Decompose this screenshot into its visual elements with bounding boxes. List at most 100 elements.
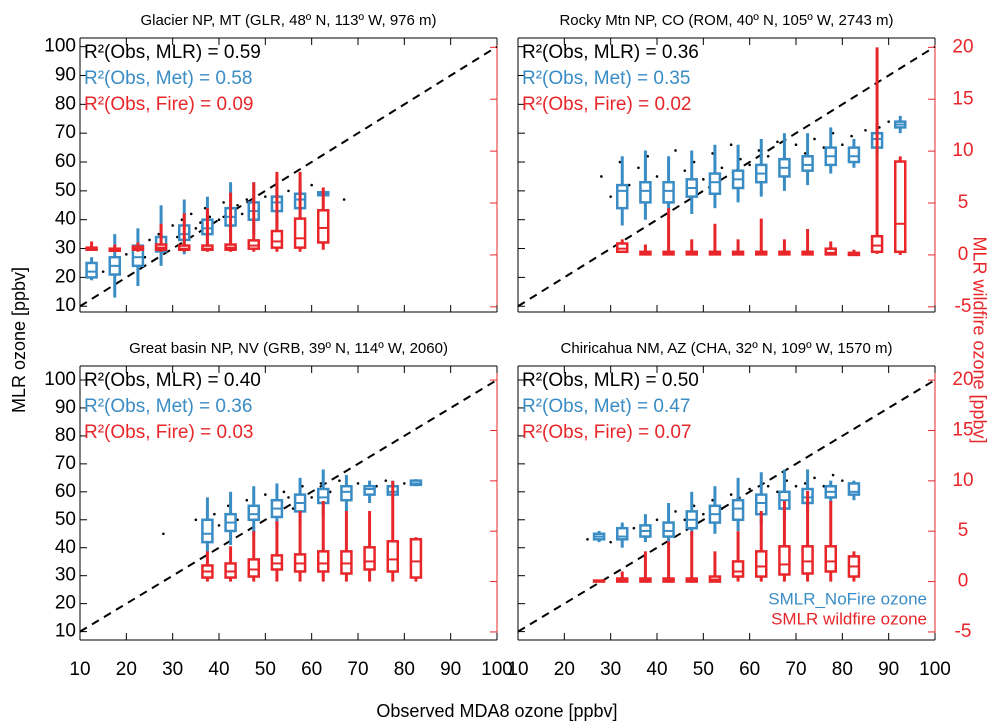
panel-title: Glacier NP, MT (GLR, 48º N, 113º W, 976 … bbox=[140, 12, 436, 29]
y-tick-label: 80 bbox=[55, 93, 76, 114]
y2-tick-label: 10 bbox=[952, 470, 973, 491]
scatter-point bbox=[674, 510, 677, 513]
scatter-point bbox=[282, 490, 286, 494]
scatter-point bbox=[236, 518, 239, 522]
box-body bbox=[824, 247, 837, 256]
scatter-point bbox=[199, 221, 202, 224]
scatter-point bbox=[328, 490, 332, 494]
scatter-point bbox=[287, 189, 290, 193]
box-body bbox=[386, 540, 399, 573]
scatter-point bbox=[803, 152, 807, 155]
legend-entry: SMLR wildfire ozone bbox=[771, 609, 927, 628]
scatter-point bbox=[776, 490, 779, 494]
box-body bbox=[801, 545, 814, 575]
scatter-point bbox=[850, 134, 853, 138]
y-axis-title: MLR ozone [ppbv] bbox=[9, 267, 29, 413]
scatter-point bbox=[831, 131, 835, 135]
scatter-point bbox=[148, 238, 151, 242]
y2-tick-label: 15 bbox=[952, 88, 973, 109]
box-body bbox=[247, 504, 260, 522]
x-tick-label: 100 bbox=[919, 659, 951, 680]
box-body bbox=[293, 217, 307, 249]
y-tick-label: 60 bbox=[55, 151, 76, 172]
scatter-point bbox=[720, 507, 724, 510]
box-body bbox=[662, 180, 675, 204]
scatter-point bbox=[217, 218, 221, 222]
box-body bbox=[363, 484, 376, 496]
scatter-point bbox=[692, 504, 696, 508]
y-tick-label: 20 bbox=[55, 593, 76, 614]
scatter-point bbox=[143, 255, 147, 259]
scatter-point bbox=[655, 175, 659, 178]
x-tick-label: 30 bbox=[600, 659, 621, 680]
scatter-point bbox=[702, 512, 705, 516]
y-tick-label: 90 bbox=[55, 397, 76, 418]
box-body bbox=[778, 545, 791, 576]
x-tick-label: 90 bbox=[440, 659, 461, 680]
box-body bbox=[616, 526, 629, 541]
scatter-point bbox=[301, 484, 304, 488]
r2-annotation: R²(Obs, MLR) = 0.36 bbox=[522, 42, 699, 63]
x-tick-label: 40 bbox=[208, 659, 229, 680]
box-body bbox=[340, 484, 353, 502]
y2-tick-label: 20 bbox=[952, 369, 973, 390]
y-tick-label: 40 bbox=[55, 209, 76, 230]
scatter-point bbox=[841, 479, 844, 482]
y-tick-label: 70 bbox=[55, 453, 76, 474]
scatter-point bbox=[226, 504, 230, 508]
scatter-point bbox=[683, 518, 687, 522]
r2-annotation: R²(Obs, Met) = 0.47 bbox=[522, 396, 690, 417]
scatter-point bbox=[776, 140, 779, 144]
r2-annotation: R²(Obs, MLR) = 0.40 bbox=[84, 370, 261, 391]
y-tick-label: 70 bbox=[55, 122, 76, 143]
y2-tick-label: 0 bbox=[958, 571, 969, 592]
scatter-point bbox=[702, 178, 705, 181]
y2-tick-label: -5 bbox=[955, 621, 972, 642]
y2-tick-label: 5 bbox=[958, 192, 969, 213]
scatter-point bbox=[794, 484, 798, 488]
scatter-point bbox=[632, 526, 636, 530]
box-body bbox=[178, 244, 191, 251]
scatter-point bbox=[586, 538, 589, 541]
x-tick-label: 20 bbox=[116, 659, 137, 680]
scatter-point bbox=[887, 120, 890, 123]
box-body bbox=[317, 487, 330, 505]
x-tick-label: 60 bbox=[739, 659, 760, 680]
box-body bbox=[317, 550, 330, 573]
scatter-point bbox=[222, 201, 225, 204]
y2-tick-label: 20 bbox=[952, 36, 973, 57]
y-tick-label: 30 bbox=[55, 238, 76, 259]
x-tick-label: 60 bbox=[301, 659, 322, 680]
scatter-point bbox=[203, 206, 207, 210]
scatter-point bbox=[189, 212, 193, 216]
panel-title: Chiricahua NM, AZ (CHA, 32º N, 109º W, 1… bbox=[561, 340, 893, 357]
x-tick-label: 70 bbox=[785, 659, 806, 680]
y2-axis-title: MLR wildfire ozone [ppbv] bbox=[969, 236, 989, 443]
box-body bbox=[847, 146, 861, 164]
y-tick-label: 100 bbox=[44, 369, 76, 390]
y-tick-label: 50 bbox=[55, 180, 76, 201]
r2-annotation: R²(Obs, Met) = 0.36 bbox=[84, 396, 252, 417]
r2-annotation: R²(Obs, Met) = 0.35 bbox=[522, 68, 690, 89]
scatter-point bbox=[245, 198, 249, 201]
scatter-point bbox=[646, 154, 650, 158]
scatter-point bbox=[878, 126, 881, 129]
y2-tick-label: 15 bbox=[952, 419, 973, 440]
box-body bbox=[201, 518, 214, 544]
scatter-point bbox=[208, 215, 212, 219]
x-tick-label: 80 bbox=[394, 659, 415, 680]
scatter-point bbox=[729, 493, 733, 496]
scatter-point bbox=[240, 212, 244, 216]
r2-annotation: R²(Obs, Fire) = 0.03 bbox=[84, 422, 253, 443]
scatter-point bbox=[264, 195, 267, 198]
one-to-one-line bbox=[79, 45, 498, 308]
y-tick-label: 50 bbox=[55, 509, 76, 530]
scatter-point bbox=[291, 507, 295, 510]
y2-tick-label: 0 bbox=[958, 244, 969, 265]
scatter-point bbox=[162, 532, 165, 536]
box-body bbox=[616, 242, 629, 254]
box-body bbox=[409, 538, 423, 579]
box-body bbox=[201, 244, 214, 251]
scatter-point bbox=[310, 183, 313, 187]
